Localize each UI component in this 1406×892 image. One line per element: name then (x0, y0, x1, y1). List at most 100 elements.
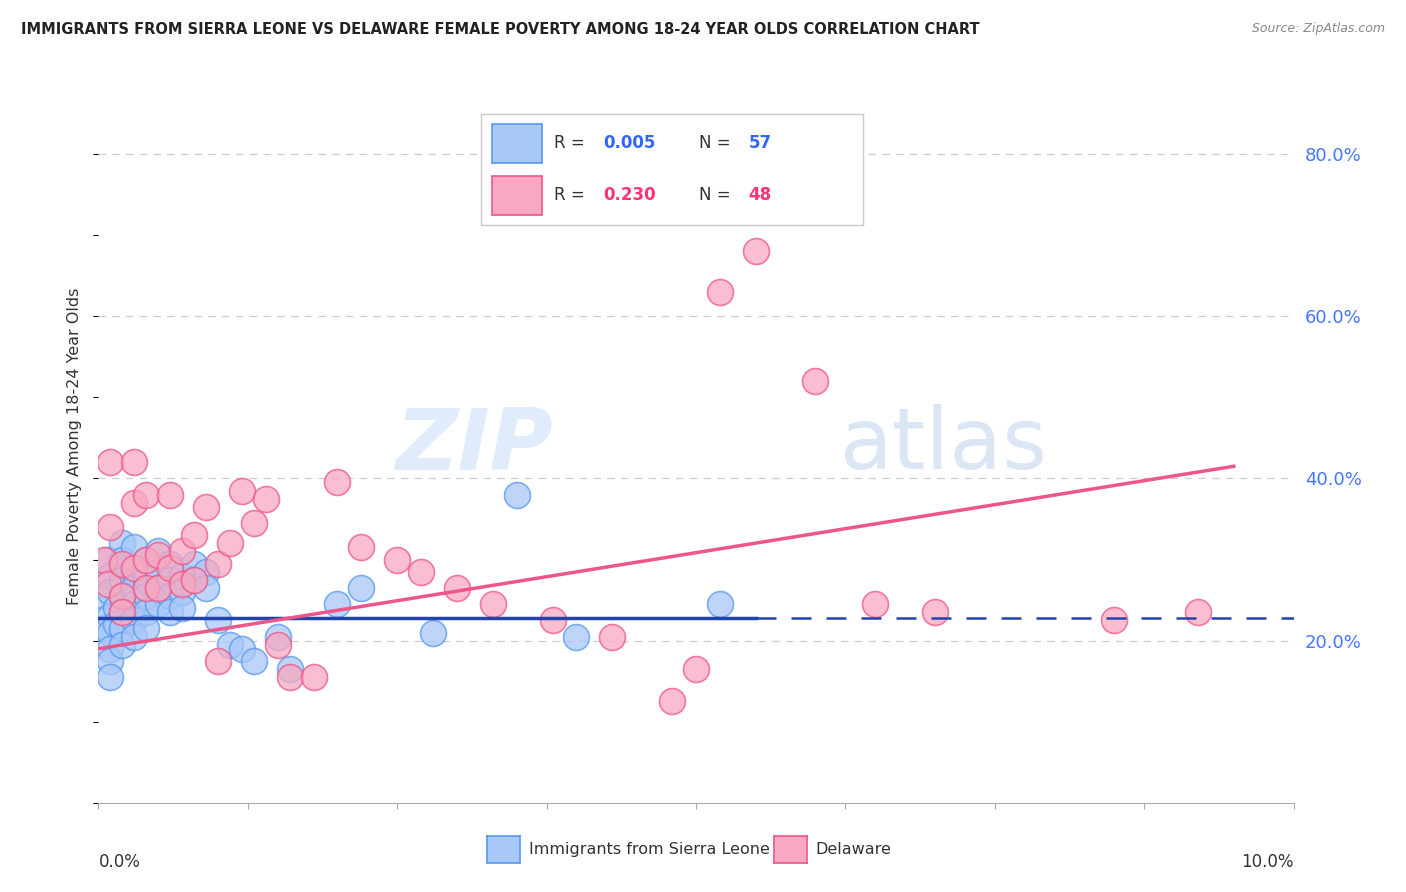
Point (135, 581, 157, 595)
Point (159, 573, 181, 587)
Point (124, 455, 146, 469)
Point (111, 573, 134, 587)
Point (302, 670, 325, 684)
Point (207, 557, 229, 571)
Point (446, 581, 468, 595)
Point (111, 552, 134, 566)
Point (183, 528, 205, 542)
Point (326, 597, 349, 611)
Text: IMMIGRANTS FROM SIERRA LEONE VS DELAWARE FEMALE POVERTY AMONG 18-24 YEAR OLDS CO: IMMIGRANTS FROM SIERRA LEONE VS DELAWARE… (21, 22, 980, 37)
Point (148, 581, 170, 595)
Point (148, 549, 170, 563)
Point (111, 605, 134, 619)
Point (804, 374, 827, 388)
Point (100, 609, 122, 624)
Point (111, 638, 134, 652)
Point (219, 638, 242, 652)
Point (159, 560, 181, 574)
Point (267, 638, 290, 652)
Point (207, 613, 229, 627)
Text: Source: ZipAtlas.com: Source: ZipAtlas.com (1251, 22, 1385, 36)
Point (243, 516, 266, 530)
Point (481, 597, 505, 611)
Point (111, 589, 134, 603)
Point (124, 541, 146, 555)
Point (111, 536, 134, 550)
Point (111, 605, 134, 619)
Point (159, 605, 181, 619)
Point (135, 589, 157, 603)
Point (231, 641, 253, 656)
Point (148, 581, 170, 595)
Point (135, 622, 157, 636)
Point (124, 496, 146, 510)
Point (183, 573, 205, 587)
Point (93, 589, 115, 603)
Text: ZIP: ZIP (395, 404, 553, 488)
Point (709, 597, 731, 611)
Point (135, 552, 157, 566)
Point (924, 605, 946, 619)
Point (105, 601, 128, 615)
Point (124, 630, 146, 644)
Point (267, 630, 290, 644)
Text: Delaware: Delaware (815, 842, 891, 857)
Point (172, 577, 194, 591)
Point (111, 589, 134, 603)
Point (148, 597, 170, 611)
Point (97, 577, 120, 591)
Point (183, 573, 205, 587)
Point (602, 630, 624, 644)
Point (326, 475, 349, 490)
Point (100, 455, 122, 469)
Point (385, 552, 409, 566)
Point (124, 565, 146, 579)
Point (124, 581, 146, 595)
Point (172, 544, 194, 558)
Point (865, 597, 887, 611)
Point (135, 605, 157, 619)
Point (411, 565, 433, 579)
Point (97, 552, 120, 566)
Point (172, 601, 194, 615)
Point (506, 488, 529, 502)
Point (565, 630, 588, 644)
Text: 0.0%: 0.0% (98, 853, 141, 871)
Point (148, 544, 170, 558)
Point (100, 670, 122, 684)
Point (1187, 605, 1209, 619)
Point (219, 536, 242, 550)
Point (159, 557, 181, 571)
Point (100, 568, 122, 582)
Point (100, 585, 122, 599)
Point (422, 625, 444, 640)
Point (195, 500, 218, 514)
Point (350, 541, 373, 555)
Point (124, 597, 146, 611)
Point (100, 654, 122, 668)
Point (745, 244, 768, 259)
Point (159, 589, 181, 603)
Point (207, 654, 229, 668)
Point (100, 625, 122, 640)
Point (350, 581, 373, 595)
Point (195, 581, 218, 595)
Point (100, 520, 122, 534)
Point (124, 613, 146, 627)
Point (148, 565, 170, 579)
Point (254, 491, 277, 506)
Point (1104, 613, 1126, 627)
Point (111, 622, 134, 636)
Point (111, 557, 134, 571)
Point (541, 613, 564, 627)
Point (135, 573, 157, 587)
Point (172, 568, 194, 582)
Text: 10.0%: 10.0% (1241, 853, 1294, 871)
Point (124, 560, 146, 574)
Text: Immigrants from Sierra Leone: Immigrants from Sierra Leone (529, 842, 769, 857)
Point (231, 483, 253, 498)
Point (159, 488, 181, 502)
Point (278, 670, 301, 684)
Point (278, 662, 301, 676)
Point (243, 654, 266, 668)
